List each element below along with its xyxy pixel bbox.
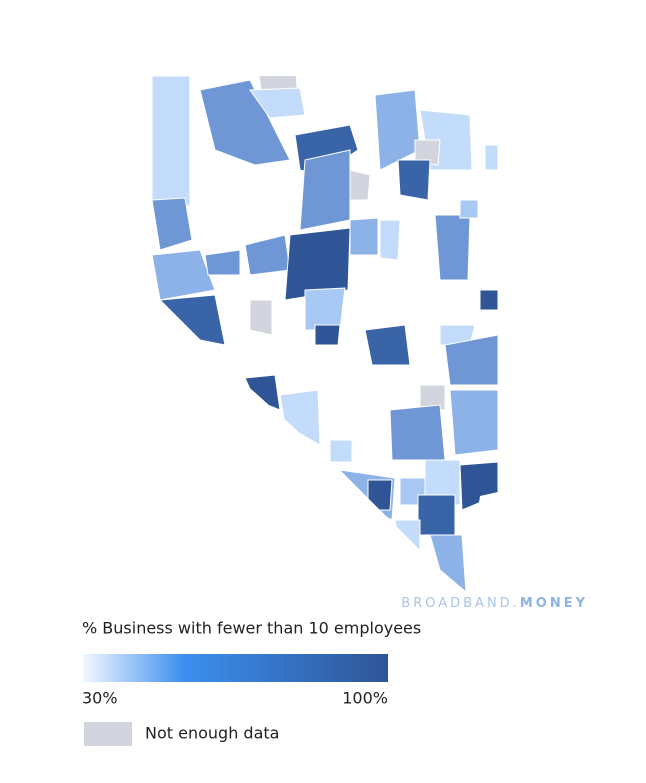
scale-min-label: 30%	[82, 689, 118, 708]
no-data-label: Not enough data	[145, 724, 279, 743]
watermark: BROADBAND.MONEY	[401, 596, 588, 611]
color-scale	[83, 654, 388, 682]
legend-title: % Business with fewer than 10 employees	[82, 619, 421, 638]
watermark-brand: BROADBAND.	[401, 596, 520, 611]
scale-max-label: 100%	[342, 689, 388, 708]
map	[152, 76, 498, 592]
watermark-suffix: MONEY	[520, 596, 588, 611]
no-data-swatch	[84, 722, 132, 746]
